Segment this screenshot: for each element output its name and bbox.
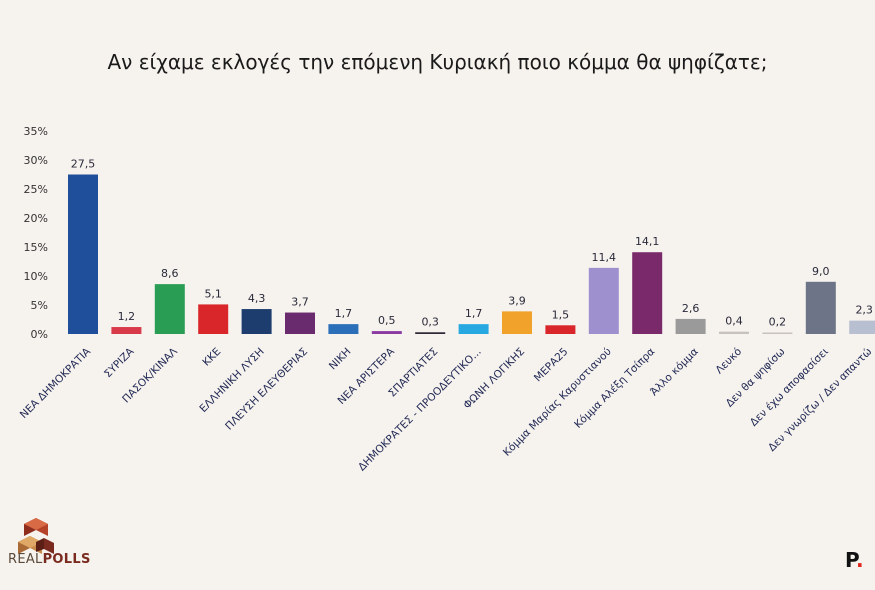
bar — [154, 284, 185, 334]
bar-value-label: 1,7 — [335, 307, 353, 320]
realpolls-logo-icon — [18, 518, 54, 554]
bar-value-label: 9,0 — [812, 265, 830, 278]
y-axis: 0% 5% 10% 15% 20% 25% 30% 35% — [24, 125, 48, 341]
bar-value-label: 3,7 — [291, 296, 309, 309]
bar-value-label: 0,3 — [421, 315, 439, 328]
y-tick-label: 0% — [31, 328, 48, 341]
logo-text-left: REAL — [8, 552, 43, 567]
category-label: Κόμμα Αλέξη Τσίπρα — [572, 346, 657, 431]
brand-dot: . — [856, 548, 864, 572]
bar — [458, 324, 489, 334]
bar-value-label: 27,5 — [71, 158, 96, 171]
y-tick-label: 5% — [31, 299, 48, 312]
category-label: Λευκό — [713, 346, 744, 377]
bar — [719, 331, 749, 334]
bar — [111, 327, 142, 334]
bar-value-label: 1,5 — [552, 308, 570, 321]
category-label: Δεν έχω αποφασίσει — [748, 345, 831, 428]
bar — [805, 281, 836, 334]
bars — [68, 174, 875, 334]
bar — [371, 331, 402, 334]
bar — [588, 267, 619, 334]
chart-title: Αν είχαμε εκλογές την επόμενη Κυριακή πο… — [107, 50, 768, 74]
y-tick-label: 15% — [24, 241, 48, 254]
y-tick-label: 20% — [24, 212, 48, 225]
category-label: ΝΙΚΗ — [327, 346, 354, 373]
bar — [849, 320, 875, 334]
bar — [632, 252, 663, 334]
y-tick-label: 25% — [24, 183, 48, 196]
category-label: ΣΥΡΙΖΑ — [102, 345, 137, 380]
bar-value-label: 0,4 — [725, 315, 743, 328]
logo-text-right: POLLS — [42, 552, 91, 567]
category-label: ΜΕΡΑ25 — [532, 346, 571, 385]
bar-value-label: 11,4 — [592, 251, 617, 264]
bar — [762, 332, 793, 334]
y-tick-label: 35% — [24, 125, 48, 138]
bar — [68, 174, 98, 334]
value-labels: 27,5 1,2 8,6 5,1 4,3 3,7 1,7 0,5 0,3 1,7 3,9 1,5 11,… — [71, 158, 873, 329]
bar-value-label: 1,7 — [465, 307, 483, 320]
bar — [675, 318, 706, 334]
bar-value-label: 0,2 — [769, 316, 787, 329]
brand-letter: P — [845, 548, 856, 572]
y-tick-label: 10% — [24, 270, 48, 283]
bar — [241, 309, 272, 334]
bar — [502, 311, 532, 334]
bar-value-label: 14,1 — [635, 235, 660, 248]
bar — [545, 325, 576, 334]
bar-value-label: 2,3 — [855, 304, 873, 317]
bar-value-label: 1,2 — [118, 310, 136, 323]
category-label: ΚΚΕ — [200, 346, 223, 369]
bar — [328, 324, 359, 334]
bar — [415, 332, 446, 334]
bar-value-label: 2,6 — [682, 302, 700, 315]
realpolls-logo: REALPOLLS — [8, 552, 91, 567]
category-label: ΝΕΑ ΔΗΜΟΚΡΑΤΙΑ — [18, 345, 94, 421]
bar — [198, 304, 229, 334]
bar — [285, 312, 315, 334]
brand-mark: P. — [845, 548, 864, 572]
category-label: ΠΛΕΥΣΗ ΕΛΕΥΘΕΡΙΑΣ — [223, 346, 310, 433]
bar-value-label: 3,9 — [508, 294, 526, 307]
bar-value-label: 5,1 — [204, 287, 222, 300]
bar-value-label: 8,6 — [161, 267, 179, 280]
bar-value-label: 4,3 — [248, 292, 266, 305]
y-tick-label: 30% — [24, 154, 48, 167]
bar-value-label: 0,5 — [378, 314, 396, 327]
